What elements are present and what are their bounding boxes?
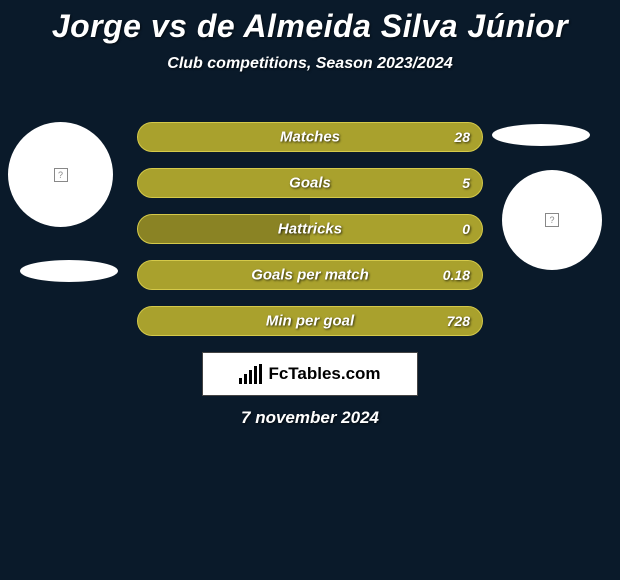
stat-value-right: 0: [462, 221, 470, 237]
brand-text: FcTables.com: [268, 364, 380, 384]
date-line: 7 november 2024: [0, 408, 620, 428]
stat-row-matches: Matches 28: [137, 122, 483, 152]
stat-label: Hattricks: [278, 221, 342, 238]
brand-chart-icon: [239, 364, 262, 384]
avatar-shadow-left: [20, 260, 118, 282]
stat-row-goals-per-match: Goals per match 0.18: [137, 260, 483, 290]
stat-label: Goals per match: [251, 267, 369, 284]
missing-image-icon: ?: [545, 213, 559, 227]
player-avatar-right: ?: [502, 170, 602, 270]
stat-label: Min per goal: [266, 313, 354, 330]
stat-value-right: 28: [454, 129, 470, 145]
stat-row-min-per-goal: Min per goal 728: [137, 306, 483, 336]
stat-label: Goals: [289, 175, 331, 192]
stat-value-right: 728: [447, 313, 470, 329]
stat-row-hattricks: Hattricks 0: [137, 214, 483, 244]
stat-label: Matches: [280, 129, 340, 146]
stat-value-right: 5: [462, 175, 470, 191]
avatar-shadow-right: [492, 124, 590, 146]
stat-value-right: 0.18: [443, 267, 470, 283]
player-avatar-left: ?: [8, 122, 113, 227]
brand-box[interactable]: FcTables.com: [202, 352, 418, 396]
page-title: Jorge vs de Almeida Silva Júnior: [0, 0, 620, 45]
missing-image-icon: ?: [54, 168, 68, 182]
stats-panel: Matches 28 Goals 5 Hattricks 0 Goals per…: [137, 122, 483, 352]
subtitle: Club competitions, Season 2023/2024: [0, 55, 620, 73]
stat-row-goals: Goals 5: [137, 168, 483, 198]
